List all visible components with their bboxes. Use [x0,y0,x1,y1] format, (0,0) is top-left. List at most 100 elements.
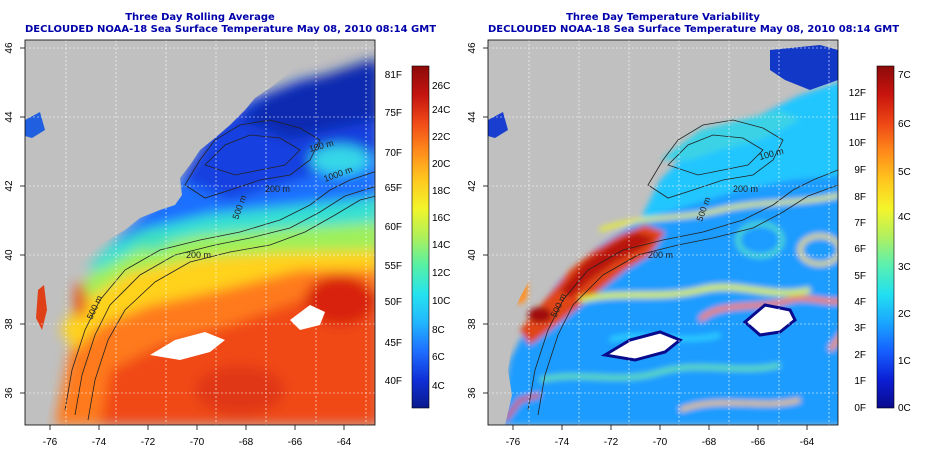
left-map [25,40,375,425]
y-tick-label: 46 [4,42,15,54]
right-colorbar-gradient [876,65,895,409]
colorbar-label-f: 60F [385,222,402,233]
left-map-title-line1: Three Day Rolling Average [125,12,275,23]
colorbar-label-f: 9F [854,165,866,176]
colorbar-label-c: 3C [898,262,911,273]
y-tick-label: 44 [4,111,15,123]
colorbar-label-f: 12F [849,88,866,99]
x-tick-label: -74 [92,437,107,448]
right-colorbar [876,65,895,409]
colorbar-label-c: 7C [898,70,911,81]
colorbar-label-c: 14C [432,240,450,251]
colorbar-label-f: 50F [385,297,402,308]
right-colorbar-f-labels: 12F 11F 10F 9F 8F 7F 6F 5F 4F 3F 2F 1F 0… [849,88,866,414]
left-colorbar-f-labels: 81F 75F 70F 65F 60F 55F 50F 45F 40F [385,70,402,387]
colorbar-label-c: 22C [432,132,450,143]
colorbar-label-c: 26C [432,81,450,92]
colorbar-label-c: 16C [432,213,450,224]
colorbar-label-c: 20C [432,159,450,170]
x-tick-label: -76 [506,437,521,448]
right-x-axis: -76 -74 -72 -70 -68 -66 -64 [506,437,815,448]
colorbar-label-f: 5F [854,271,866,282]
x-tick-label: -64 [800,437,815,448]
left-contour-label: 200 m [186,250,211,260]
right-map [488,40,838,425]
left-colorbar-gradient [411,65,430,409]
colorbar-label-c: 10C [432,296,450,307]
x-tick-label: -72 [141,437,156,448]
right-grid [488,40,838,425]
colorbar-label-c: 24C [432,105,450,116]
x-tick-label: -76 [43,437,58,448]
colorbar-label-c: 6C [432,352,445,363]
left-inland-lake [25,112,45,138]
colorbar-label-f: 75F [385,108,402,119]
colorbar-label-c: 4C [898,212,911,223]
left-estuary [36,285,47,330]
left-coastline-land [25,40,305,425]
right-map-title: Three Day Temperature Variability DECLOU… [488,12,900,36]
right-contour-label: 200 m [648,250,673,260]
colorbar-label-f: 70F [385,148,402,159]
left-map-frame [24,39,376,426]
x-tick-label: -64 [337,437,352,448]
right-map-title-line2: DECLOUDED NOAA-18 Sea Surface Temperatur… [488,24,900,35]
colorbar-label-c: 6C [898,119,911,130]
left-colorbar-c-labels: 26C 24C 22C 20C 18C 16C 14C 12C 10C 8C 6… [432,81,450,392]
right-map-frame [487,39,839,426]
x-tick-label: -74 [555,437,570,448]
left-contour-label: 200 m [265,184,290,194]
colorbar-label-f: 0F [854,403,866,414]
colorbar-label-f: 6F [854,244,866,255]
left-colorbar [411,65,430,409]
y-tick-label: 38 [467,318,478,330]
right-bathymetry-contours [527,119,838,416]
y-tick-label: 44 [467,111,478,123]
colorbar-label-f: 3F [854,323,866,334]
colorbar-label-c: 18C [432,186,450,197]
colorbar-label-f: 7F [854,218,866,229]
colorbar-label-c: 12C [432,268,450,279]
colorbar-label-f: 55F [385,261,402,272]
colorbar-label-c: 1C [898,356,911,367]
left-bathymetry-contours [64,119,375,421]
right-bay-of-fundy [770,45,838,90]
left-map-title-line2: DECLOUDED NOAA-18 Sea Surface Temperatur… [25,24,437,35]
colorbar-label-c: 8C [432,325,445,336]
right-nodata-patch-2 [742,303,797,337]
y-tick-label: 40 [467,249,478,261]
x-tick-label: -68 [239,437,254,448]
colorbar-label-f: 2F [854,350,866,361]
right-y-axis: 46 44 42 40 38 36 [467,42,478,399]
left-y-axis: 46 44 42 40 38 36 [4,42,15,399]
x-tick-label: -70 [190,437,205,448]
x-tick-label: -66 [288,437,303,448]
x-tick-label: -68 [702,437,717,448]
left-nodata-patch-1 [150,332,225,360]
right-nodata-patch-1 [600,330,683,362]
right-colorbar-c-labels: 7C 6C 5C 4C 3C 2C 1C 0C [898,70,911,414]
left-map-title: Three Day Rolling Average DECLOUDED NOAA… [25,12,437,36]
colorbar-label-f: 10F [849,138,866,149]
colorbar-label-c: 2C [898,309,911,320]
right-inland-lake [488,112,508,138]
colorbar-label-f: 4F [854,297,866,308]
right-coastline-land [488,40,767,425]
colorbar-label-f: 1F [854,376,866,387]
y-tick-label: 42 [4,180,15,192]
colorbar-label-f: 40F [385,376,402,387]
x-tick-label: -66 [751,437,766,448]
left-grid [25,40,375,425]
colorbar-label-c: 4C [432,381,445,392]
y-tick-label: 46 [467,42,478,54]
y-tick-label: 42 [467,180,478,192]
y-tick-label: 36 [467,387,478,399]
right-x-tickmarks [483,47,808,430]
colorbar-label-f: 11F [850,112,867,123]
colorbar-label-c: 5C [898,167,911,178]
right-map-title-line1: Three Day Temperature Variability [566,12,760,23]
y-tick-label: 36 [4,387,15,399]
x-tick-label: -70 [653,437,668,448]
y-tick-label: 40 [4,249,15,261]
